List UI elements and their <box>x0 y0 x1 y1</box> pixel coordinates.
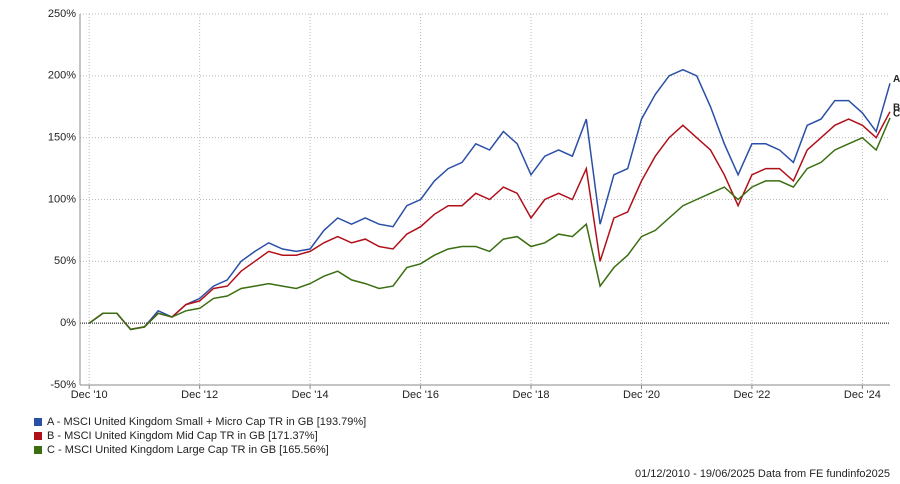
y-tick-label: 100% <box>48 193 76 205</box>
x-tick-label: Dec '16 <box>402 389 439 401</box>
end-label: C <box>893 109 900 120</box>
y-tick-label: -50% <box>50 379 76 391</box>
series-line <box>88 111 891 331</box>
legend-swatch <box>34 446 42 454</box>
y-tick-label: 50% <box>54 255 76 267</box>
x-tick-label: Dec '14 <box>292 389 329 401</box>
end-label: B <box>893 102 900 113</box>
x-tick-label: Dec '10 <box>71 389 108 401</box>
series-line <box>88 117 891 331</box>
series-line <box>88 68 891 331</box>
legend-swatch <box>34 432 42 440</box>
x-tick-label: Dec '20 <box>623 389 660 401</box>
legend-label: A - MSCI United Kingdom Small + Micro Ca… <box>47 416 366 428</box>
x-tick-label: Dec '18 <box>513 389 550 401</box>
legend-label: C - MSCI United Kingdom Large Cap TR in … <box>47 444 329 456</box>
y-tick-label: 150% <box>48 132 76 144</box>
legend-swatch <box>34 418 42 426</box>
y-tick-label: 200% <box>48 70 76 82</box>
x-tick-label: Dec '24 <box>844 389 881 401</box>
end-label: A <box>893 74 900 85</box>
legend-label: B - MSCI United Kingdom Mid Cap TR in GB… <box>47 430 318 442</box>
footnote: 01/12/2010 - 19/06/2025 Data from FE fun… <box>635 468 890 480</box>
x-tick-label: Dec '12 <box>181 389 218 401</box>
x-tick-label: Dec '22 <box>733 389 770 401</box>
y-tick-label: 250% <box>48 8 76 20</box>
y-tick-label: 0% <box>60 317 76 329</box>
